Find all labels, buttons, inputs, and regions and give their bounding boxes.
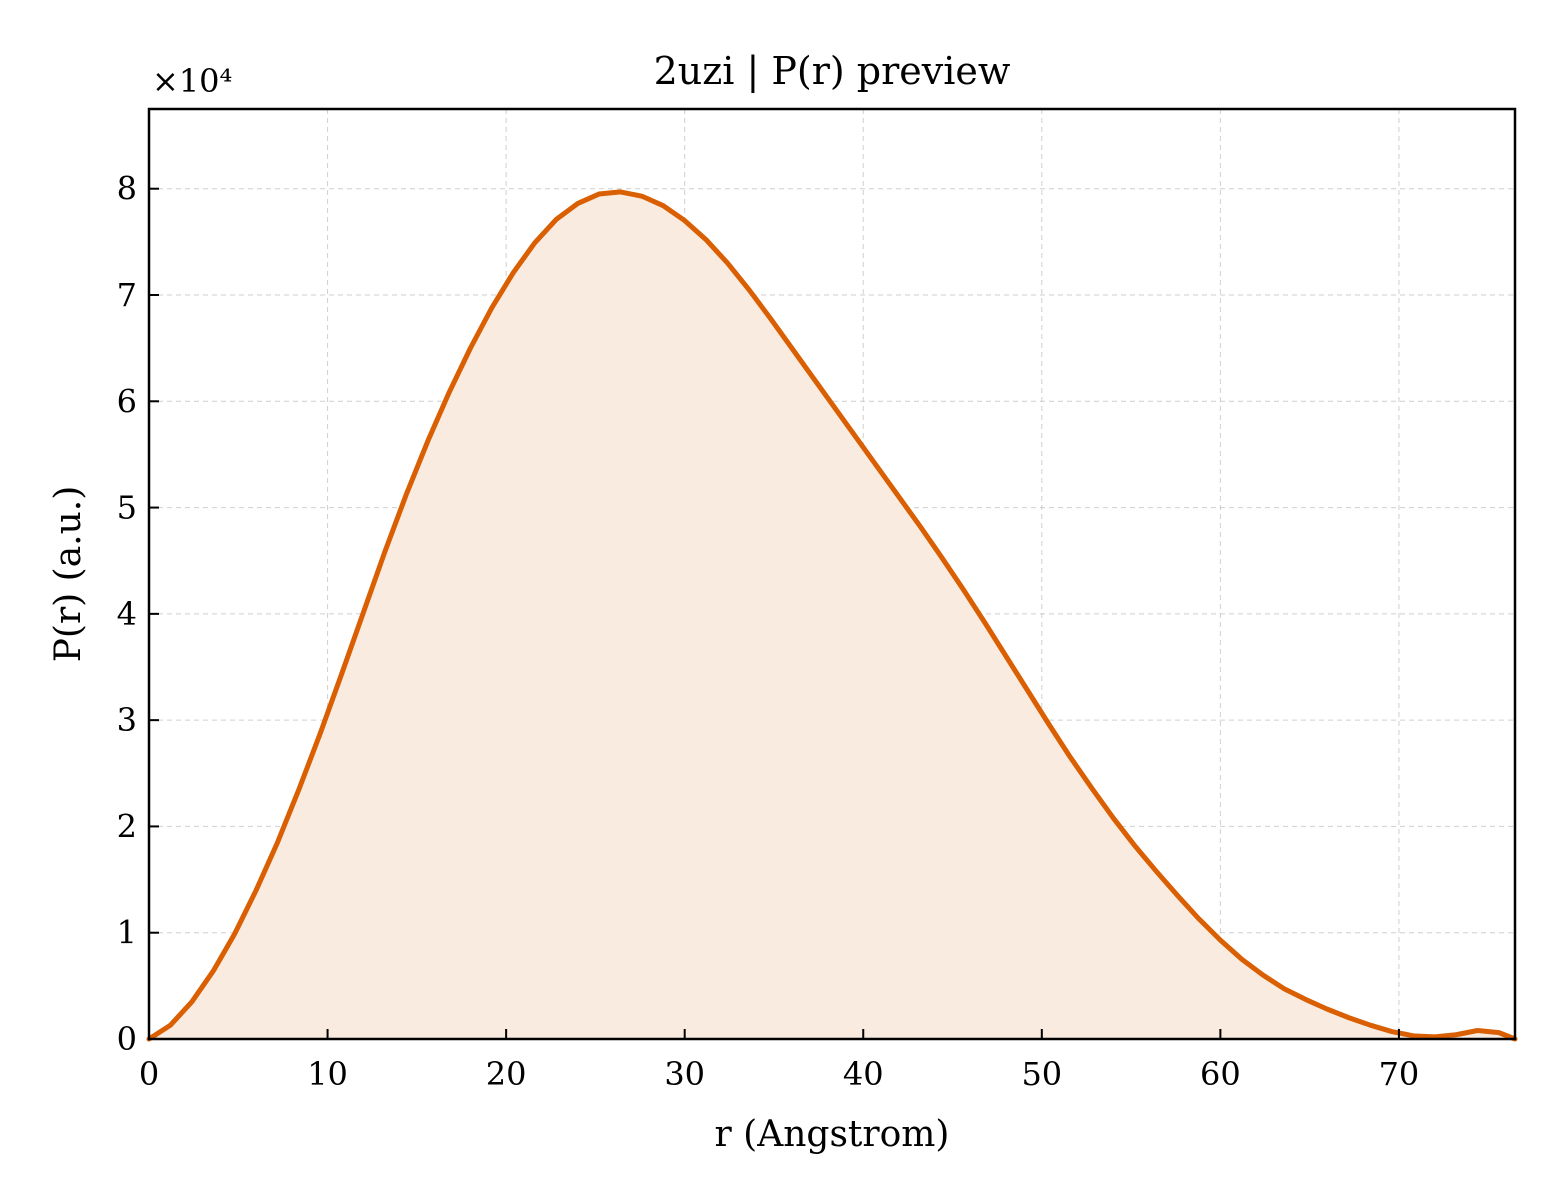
x-axis-label: r (Angstrom) xyxy=(715,1114,950,1155)
y-tick-label: 3 xyxy=(117,701,137,739)
axis-ticks: 0 10 20 30 40 50 60 70 0 1 2 3 4 5 6 7 8 xyxy=(117,170,1420,1093)
x-tick-label: 60 xyxy=(1200,1055,1241,1093)
x-tick-label: 50 xyxy=(1021,1055,1062,1093)
y-tick-label: 6 xyxy=(117,382,137,420)
plot-frame xyxy=(147,107,1517,1041)
y-tick-label: 5 xyxy=(117,489,137,527)
y-axis-label: P(r) (a.u.) xyxy=(48,486,89,663)
y-tick-label: 7 xyxy=(117,276,137,314)
y-tick-label: 0 xyxy=(117,1020,137,1058)
x-tick-label: 0 xyxy=(139,1055,159,1093)
pr-series-line xyxy=(146,189,1518,1042)
y-tick-label: 2 xyxy=(117,807,137,845)
pr-area-fill xyxy=(149,191,1515,1039)
y-tick-label: 8 xyxy=(117,170,137,208)
x-tick-label: 40 xyxy=(843,1055,884,1093)
chart-title: 2uzi | P(r) preview xyxy=(654,49,1011,93)
x-tick-label: 30 xyxy=(664,1055,705,1093)
x-tick-label: 10 xyxy=(307,1055,348,1093)
y-multiplier-label: ×10⁴ xyxy=(152,62,232,100)
x-tick-label: 70 xyxy=(1379,1055,1420,1093)
y-tick-label: 1 xyxy=(117,914,137,952)
y-tick-label: 4 xyxy=(117,595,137,633)
x-tick-label: 20 xyxy=(486,1055,527,1093)
